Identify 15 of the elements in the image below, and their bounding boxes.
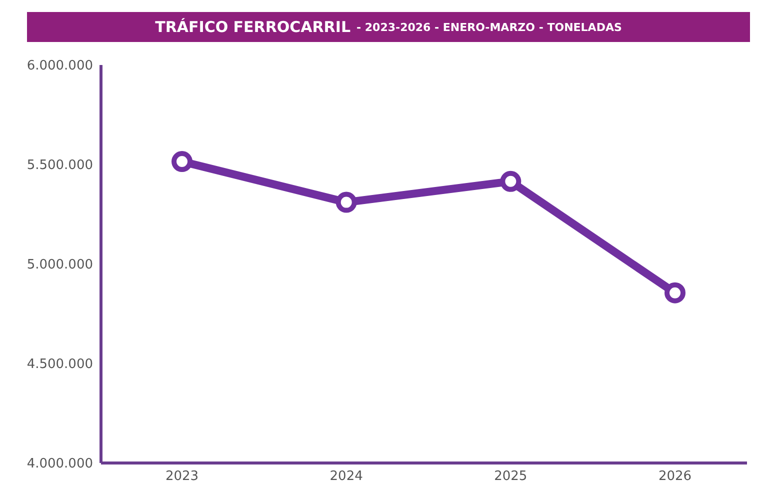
chart-title: TRÁFICO FERROCARRIL <box>155 18 350 36</box>
point <box>500 170 522 192</box>
y-tick-label: 5.000.000 <box>26 258 93 273</box>
x-tick-label: 2026 <box>658 469 692 484</box>
chart-subtitle: - 2023-2026 - ENERO-MARZO - TONELADAS <box>356 20 622 34</box>
y-tick-label: 5.500.000 <box>26 158 93 174</box>
y-tick-label: 4.500.000 <box>26 357 93 372</box>
y-tick-label: 6.000.000 <box>26 58 93 74</box>
point <box>172 151 192 172</box>
point <box>664 282 686 304</box>
y-tick-label: 4.000.000 <box>26 456 93 472</box>
x-tick-label: 2025 <box>494 469 528 484</box>
x-tick-label: 2023 <box>165 469 199 484</box>
point <box>336 192 357 213</box>
x-tick-label: 2024 <box>330 469 363 484</box>
